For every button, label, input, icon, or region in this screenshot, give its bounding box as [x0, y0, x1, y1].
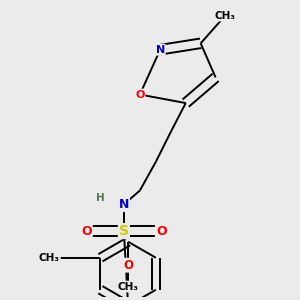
Text: O: O	[123, 259, 133, 272]
Text: CH₃: CH₃	[215, 11, 236, 21]
Text: CH₃: CH₃	[118, 282, 139, 292]
Text: S: S	[119, 224, 129, 238]
Text: N: N	[155, 45, 165, 55]
Text: O: O	[135, 89, 145, 100]
Text: CH₃: CH₃	[39, 253, 60, 263]
Text: H: H	[96, 193, 105, 203]
Text: N: N	[119, 198, 129, 211]
Text: O: O	[81, 225, 92, 238]
Text: O: O	[156, 225, 166, 238]
